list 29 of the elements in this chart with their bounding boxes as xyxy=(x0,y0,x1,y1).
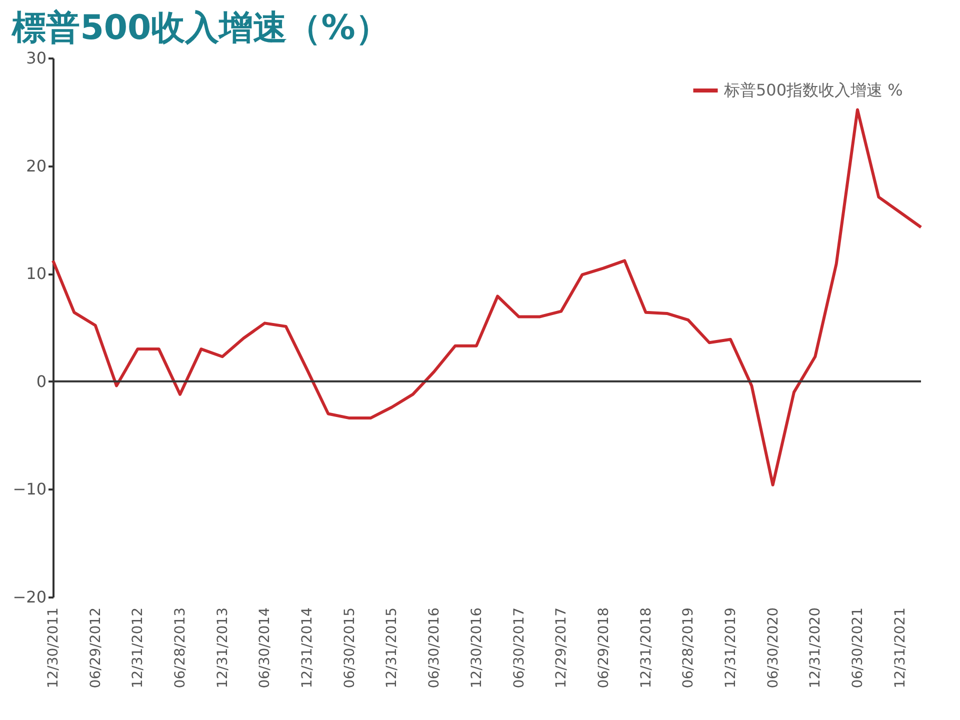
x-tick-label: 12/31/2021 xyxy=(892,608,908,688)
x-tick-label: 06/30/2017 xyxy=(511,608,528,688)
x-tick-label: 12/31/2012 xyxy=(130,608,146,688)
x-tick-label: 12/31/2019 xyxy=(722,608,739,688)
x-tick-label: 12/30/2011 xyxy=(46,608,62,688)
x-tick-label: 06/29/2018 xyxy=(596,608,612,688)
x-tick-label: 12/31/2018 xyxy=(638,608,654,688)
y-tick-label: 10 xyxy=(26,264,46,284)
x-tick-label: 06/30/2015 xyxy=(342,608,358,688)
x-tick-label: 06/28/2013 xyxy=(172,608,189,688)
x-tick-label: 12/29/2017 xyxy=(554,608,570,688)
chart-title: 標普500收入增速（%） xyxy=(11,8,390,48)
x-tick-label: 12/31/2014 xyxy=(300,607,316,688)
x-tick-label: 12/30/2016 xyxy=(468,607,485,688)
y-tick-label: 20 xyxy=(26,156,46,176)
x-tick-label: 06/30/2020 xyxy=(765,608,782,688)
x-tick-label: 06/29/2012 xyxy=(88,608,104,688)
x-tick-label: 12/31/2013 xyxy=(214,608,231,688)
x-tick-label: 12/31/2020 xyxy=(808,608,824,688)
x-tick-label: 12/31/2015 xyxy=(384,608,400,688)
x-tick-label: 06/30/2016 xyxy=(426,607,443,688)
y-tick-label: 30 xyxy=(26,48,46,68)
x-tick-label: 06/30/2014 xyxy=(257,607,274,688)
x-tick-label: 06/30/2021 xyxy=(850,608,866,688)
y-tick-label: −20 xyxy=(12,588,46,606)
x-tick-label: 06/28/2019 xyxy=(680,608,697,688)
legend-label: 标普500指数收入增速 % xyxy=(723,80,903,100)
y-tick-label: 0 xyxy=(36,372,46,391)
y-tick-label: −10 xyxy=(12,480,46,499)
